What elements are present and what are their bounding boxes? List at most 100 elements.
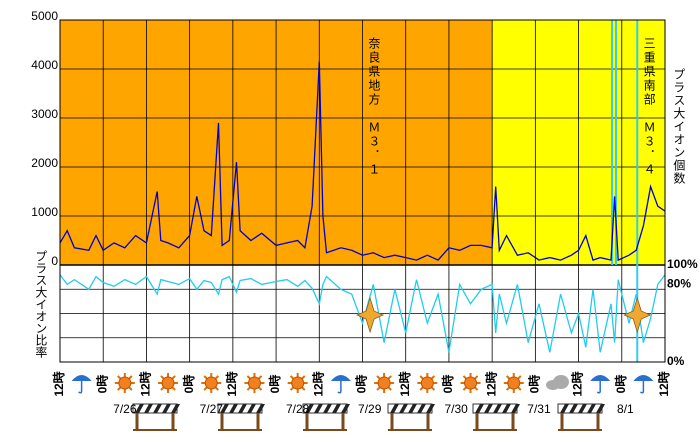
- barrier-stripe: [502, 404, 511, 413]
- barrier-stripe: [390, 404, 399, 413]
- data-line: [59, 61, 666, 262]
- sun-ray: [117, 375, 122, 380]
- barrier-stripe: [426, 404, 435, 413]
- date-label: 7/29: [358, 402, 382, 416]
- x-tick-label: 12時: [51, 371, 66, 396]
- weather-icon: [201, 373, 222, 393]
- barrier-stripe: [596, 404, 605, 413]
- y-tick-label: 2000: [31, 156, 58, 170]
- barrier-stripe: [229, 404, 238, 413]
- sun-ray: [419, 375, 424, 380]
- x-tick-label: 12時: [656, 371, 671, 396]
- weather-icon: [503, 373, 524, 393]
- barrier-stripe: [238, 404, 247, 413]
- sun-ray: [214, 375, 220, 380]
- sun-ray: [117, 386, 122, 391]
- sun-ray: [203, 386, 208, 391]
- x-tick-label: 0時: [267, 375, 282, 394]
- barrier-stripe: [399, 404, 408, 413]
- barrier-stripe: [587, 404, 596, 413]
- sun-ray: [160, 375, 165, 380]
- sun-body: [118, 376, 132, 390]
- cloud: [552, 375, 569, 389]
- sun-ray: [462, 386, 468, 391]
- barrier-stripe: [323, 404, 332, 413]
- sun-ray: [387, 375, 392, 380]
- x-tick-label: 12時: [570, 371, 585, 396]
- umbrella-handle: [596, 381, 601, 394]
- sun-ray: [246, 386, 251, 391]
- barrier-icon: [387, 403, 435, 431]
- sun-body: [464, 376, 478, 390]
- y-tick-label: 3000: [31, 107, 58, 121]
- x-tick-label: 0時: [181, 375, 196, 394]
- sun-ray: [505, 375, 511, 380]
- weather-icon: [374, 373, 395, 393]
- sun-body: [507, 376, 521, 390]
- barrier-stripe: [560, 404, 569, 413]
- barrier-stripe: [153, 404, 162, 413]
- barrier-stripe: [162, 404, 171, 413]
- weather-icon: [417, 373, 438, 393]
- barrier-stripe: [220, 404, 229, 413]
- sun-ray: [246, 375, 251, 380]
- weather-icon: [158, 373, 179, 393]
- event-label: 三重県南部 Ｍ３．４: [642, 37, 656, 177]
- sun-ray: [128, 375, 133, 380]
- barrier-stripe: [493, 404, 502, 413]
- sun-ray: [257, 386, 263, 391]
- umbrella: [590, 375, 611, 381]
- x-tick-label: 12時: [138, 371, 153, 396]
- sun-ray: [203, 375, 208, 380]
- x-tick-label: 12時: [310, 371, 325, 396]
- sun-ray: [430, 386, 436, 391]
- y2-tick-label: 80%: [667, 277, 691, 291]
- sun-ray: [376, 375, 381, 380]
- sun-body: [377, 376, 391, 390]
- x-tick-label: 0時: [440, 375, 455, 394]
- sun-ray: [171, 386, 176, 391]
- date-label: 7/27: [200, 402, 224, 416]
- sun-ray: [474, 375, 479, 380]
- date-label: 7/28: [286, 402, 310, 416]
- barrier-icon: [472, 403, 520, 431]
- date-label: 8/1: [617, 402, 634, 416]
- umbrella-handle: [639, 381, 645, 394]
- barrier-stripe: [408, 404, 417, 413]
- sun-ray: [419, 386, 424, 391]
- y-axis-label: プラス大イオン個数: [672, 68, 686, 185]
- sun-ray: [430, 375, 436, 380]
- weather-icon: [114, 373, 135, 393]
- weather-icon: [244, 373, 265, 393]
- barrier-stripe: [135, 404, 144, 413]
- barrier-stripe: [511, 404, 520, 413]
- barrier-stripe: [569, 404, 578, 413]
- barrier-stripe: [475, 404, 484, 413]
- sun-ray: [517, 386, 522, 391]
- umbrella: [71, 375, 92, 381]
- barrier-icon: [217, 403, 265, 431]
- sun-ray: [128, 386, 133, 391]
- x-tick-label: 12時: [397, 371, 412, 396]
- y-tick-label: 0: [51, 254, 58, 268]
- umbrella-handle: [78, 381, 83, 394]
- sun-body: [291, 376, 305, 390]
- barrier-icon: [132, 403, 180, 431]
- date-label: 7/31: [527, 402, 551, 416]
- barrier-stripe: [144, 404, 153, 413]
- weather-icon: [460, 373, 481, 393]
- x-tick-label: 0時: [527, 375, 542, 394]
- barrier-stripe: [256, 404, 265, 413]
- barrier-stripe: [341, 404, 350, 413]
- y-tick-label: 1000: [31, 205, 58, 219]
- sun-ray: [160, 386, 165, 391]
- sun-ray: [387, 386, 392, 391]
- sun-ray: [301, 375, 306, 380]
- y2-tick-label: 0%: [667, 354, 685, 368]
- sun-ray: [462, 375, 468, 380]
- barrier-stripe: [484, 404, 493, 413]
- weather-icon: [590, 375, 611, 394]
- weather-icon: [633, 375, 654, 394]
